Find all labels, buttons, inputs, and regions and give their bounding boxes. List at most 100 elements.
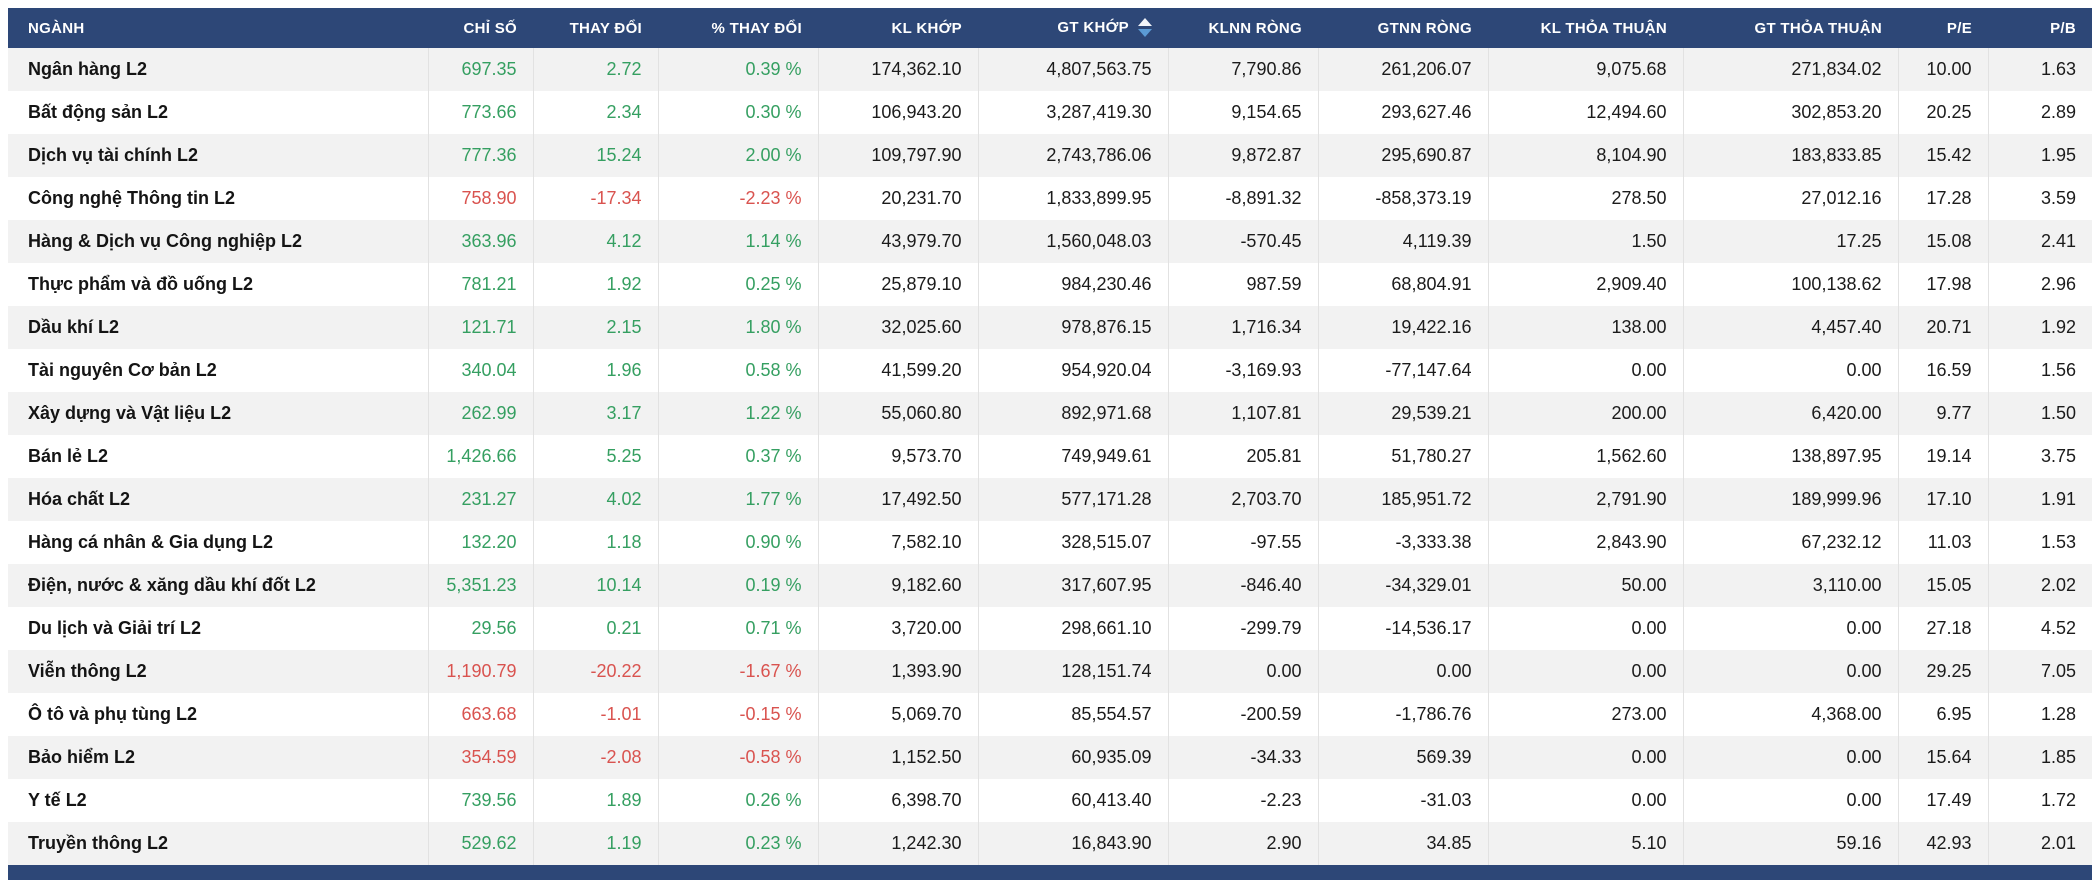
sort-icon[interactable] <box>1138 17 1152 37</box>
chi-so-value: 363.96 <box>427 220 533 263</box>
table-row[interactable]: Du lịch và Giải trí L2 29.56 0.21 0.71 % 3,7… <box>8 607 2092 650</box>
table-row[interactable]: Xây dựng và Vật liệu L2 262.99 3.17 1.22 % 5… <box>8 392 2092 435</box>
table-row[interactable]: Bất động sản L2 773.66 2.34 0.30 % 106,943.2… <box>8 91 2092 134</box>
kl-thoa-thuan-value: 0.00 <box>1487 779 1683 822</box>
kl-khop-value: 25,879.10 <box>817 263 978 306</box>
chi-so-value: 262.99 <box>427 392 533 435</box>
column-label: NGÀNH <box>28 19 85 37</box>
thay-doi-value: 0.21 <box>532 607 658 650</box>
pct-thay-doi-value: 0.23 % <box>657 822 818 865</box>
gtnn-rong-value: 261,206.07 <box>1317 48 1488 91</box>
klnn-rong-value: -200.59 <box>1167 693 1318 736</box>
sector-name: Hàng & Dịch vụ Công nghiệp L2 <box>28 231 302 251</box>
klnn-rong-value: 0.00 <box>1167 650 1318 693</box>
kl-khop-value: 17,492.50 <box>817 478 978 521</box>
pb-value: 2.02 <box>1987 564 2092 607</box>
kl-thoa-thuan-value: 0.00 <box>1487 736 1683 779</box>
pe-value: 17.49 <box>1897 779 1988 822</box>
gt-khop-value: 1,560,048.03 <box>977 220 1168 263</box>
kl-khop-value: 1,152.50 <box>817 736 978 779</box>
kl-thoa-thuan-value: 5.10 <box>1487 822 1683 865</box>
gt-thoa-thuan-value: 27,012.16 <box>1682 177 1898 220</box>
column-label: KL KHỚP <box>891 19 962 37</box>
chi-so-value: 121.71 <box>427 306 533 349</box>
chi-so-value: 773.66 <box>427 91 533 134</box>
table-row[interactable]: Ô tô và phụ tùng L2 663.68 -1.01 -0.15 % 5,0… <box>8 693 2092 736</box>
chi-so-value: 529.62 <box>427 822 533 865</box>
kl-khop-value: 174,362.10 <box>817 48 978 91</box>
klnn-rong-value: 7,790.86 <box>1167 48 1318 91</box>
table-row[interactable]: Truyền thông L2 529.62 1.19 0.23 % 1,242.30 1… <box>8 822 2092 865</box>
column-header-gt-khop[interactable]: GT KHỚP <box>978 8 1168 48</box>
kl-khop-value: 20,231.70 <box>817 177 978 220</box>
table-row[interactable]: Công nghệ Thông tin L2 758.90 -17.34 -2.23 … <box>8 177 2092 220</box>
table-row[interactable]: Tài nguyên Cơ bản L2 340.04 1.96 0.58 % 41,5… <box>8 349 2092 392</box>
gtnn-rong-value: 34.85 <box>1317 822 1488 865</box>
kl-thoa-thuan-value: 0.00 <box>1487 349 1683 392</box>
table-row[interactable]: Hóa chất L2 231.27 4.02 1.77 % 17,492.50 577,… <box>8 478 2092 521</box>
klnn-rong-value: 2.90 <box>1167 822 1318 865</box>
pb-value: 1.92 <box>1987 306 2092 349</box>
pb-value: 2.01 <box>1987 822 2092 865</box>
table-row[interactable]: Viễn thông L2 1,190.79 -20.22 -1.67 % 1,393.… <box>8 650 2092 693</box>
column-header-chi-so[interactable]: CHỈ SỐ <box>428 8 533 48</box>
column-header-pb[interactable]: P/B <box>1988 8 2092 48</box>
gtnn-rong-value: 0.00 <box>1317 650 1488 693</box>
table-row[interactable]: Hàng cá nhân & Gia dụng L2 132.20 1.18 0.90… <box>8 521 2092 564</box>
pb-value: 1.85 <box>1987 736 2092 779</box>
column-header-klnn-rong[interactable]: KLNN RÒNG <box>1168 8 1318 48</box>
column-label: CHỈ SỐ <box>463 19 517 37</box>
table-footer-bar <box>8 865 2092 880</box>
table-row[interactable]: Dịch vụ tài chính L2 777.36 15.24 2.00 % 109… <box>8 134 2092 177</box>
gt-thoa-thuan-value: 302,853.20 <box>1682 91 1898 134</box>
gt-khop-value: 749,949.61 <box>977 435 1168 478</box>
pb-value: 1.72 <box>1987 779 2092 822</box>
kl-khop-value: 32,025.60 <box>817 306 978 349</box>
column-header-gt-thoa-thuan[interactable]: GT THỎA THUẬN <box>1683 8 1898 48</box>
gtnn-rong-value: 293,627.46 <box>1317 91 1488 134</box>
kl-thoa-thuan-value: 9,075.68 <box>1487 48 1683 91</box>
table-row[interactable]: Dầu khí L2 121.71 2.15 1.80 % 32,025.60 978,8… <box>8 306 2092 349</box>
gtnn-rong-value: 569.39 <box>1317 736 1488 779</box>
gt-khop-value: 317,607.95 <box>977 564 1168 607</box>
pct-thay-doi-value: 1.80 % <box>657 306 818 349</box>
table-row[interactable]: Y tế L2 739.56 1.89 0.26 % 6,398.70 60,413.40… <box>8 779 2092 822</box>
sector-name: Điện, nước & xăng dầu khí đốt L2 <box>28 575 316 595</box>
chi-so-value: 1,190.79 <box>427 650 533 693</box>
column-header-pct-thay-doi[interactable]: % THAY ĐỔI <box>658 8 818 48</box>
column-header-gtnn-rong[interactable]: GTNN RÒNG <box>1318 8 1488 48</box>
column-label: GT THỎA THUẬN <box>1754 19 1882 37</box>
table-row[interactable]: Hàng & Dịch vụ Công nghiệp L2 363.96 4.12 1… <box>8 220 2092 263</box>
table-row[interactable]: Ngân hàng L2 697.35 2.72 0.39 % 174,362.10 4,… <box>8 48 2092 91</box>
kl-thoa-thuan-value: 50.00 <box>1487 564 1683 607</box>
kl-khop-value: 1,393.90 <box>817 650 978 693</box>
kl-khop-value: 1,242.30 <box>817 822 978 865</box>
gtnn-rong-value: 51,780.27 <box>1317 435 1488 478</box>
pb-value: 7.05 <box>1987 650 2092 693</box>
gt-khop-value: 60,413.40 <box>977 779 1168 822</box>
column-header-kl-thoa-thuan[interactable]: KL THỎA THUẬN <box>1488 8 1683 48</box>
table-row[interactable]: Thực phẩm và đồ uống L2 781.21 1.92 0.25 % 2… <box>8 263 2092 306</box>
table-row[interactable]: Điện, nước & xăng dầu khí đốt L2 5,351.23… <box>8 564 2092 607</box>
thay-doi-value: 1.18 <box>532 521 658 564</box>
chi-so-value: 5,351.23 <box>427 564 533 607</box>
column-header-thay-doi[interactable]: THAY ĐỔI <box>533 8 658 48</box>
column-header-pe[interactable]: P/E <box>1898 8 1988 48</box>
pct-thay-doi-value: 0.37 % <box>657 435 818 478</box>
table-row[interactable]: Bán lẻ L2 1,426.66 5.25 0.37 % 9,573.70 749,9… <box>8 435 2092 478</box>
thay-doi-value: -20.22 <box>532 650 658 693</box>
gt-khop-value: 60,935.09 <box>977 736 1168 779</box>
column-label: P/E <box>1946 19 1972 37</box>
chi-so-value: 1,426.66 <box>427 435 533 478</box>
pe-value: 15.42 <box>1897 134 1988 177</box>
column-header-kl-khop[interactable]: KL KHỚP <box>818 8 978 48</box>
thay-doi-value: 4.12 <box>532 220 658 263</box>
chi-so-value: 663.68 <box>427 693 533 736</box>
column-header-nganh[interactable]: NGÀNH <box>8 8 428 48</box>
gtnn-rong-value: -31.03 <box>1317 779 1488 822</box>
pe-value: 27.18 <box>1897 607 1988 650</box>
pct-thay-doi-value: -0.58 % <box>657 736 818 779</box>
table-row[interactable]: Bảo hiểm L2 354.59 -2.08 -0.58 % 1,152.50 60,… <box>8 736 2092 779</box>
pct-thay-doi-value: 0.19 % <box>657 564 818 607</box>
pct-thay-doi-value: 0.90 % <box>657 521 818 564</box>
